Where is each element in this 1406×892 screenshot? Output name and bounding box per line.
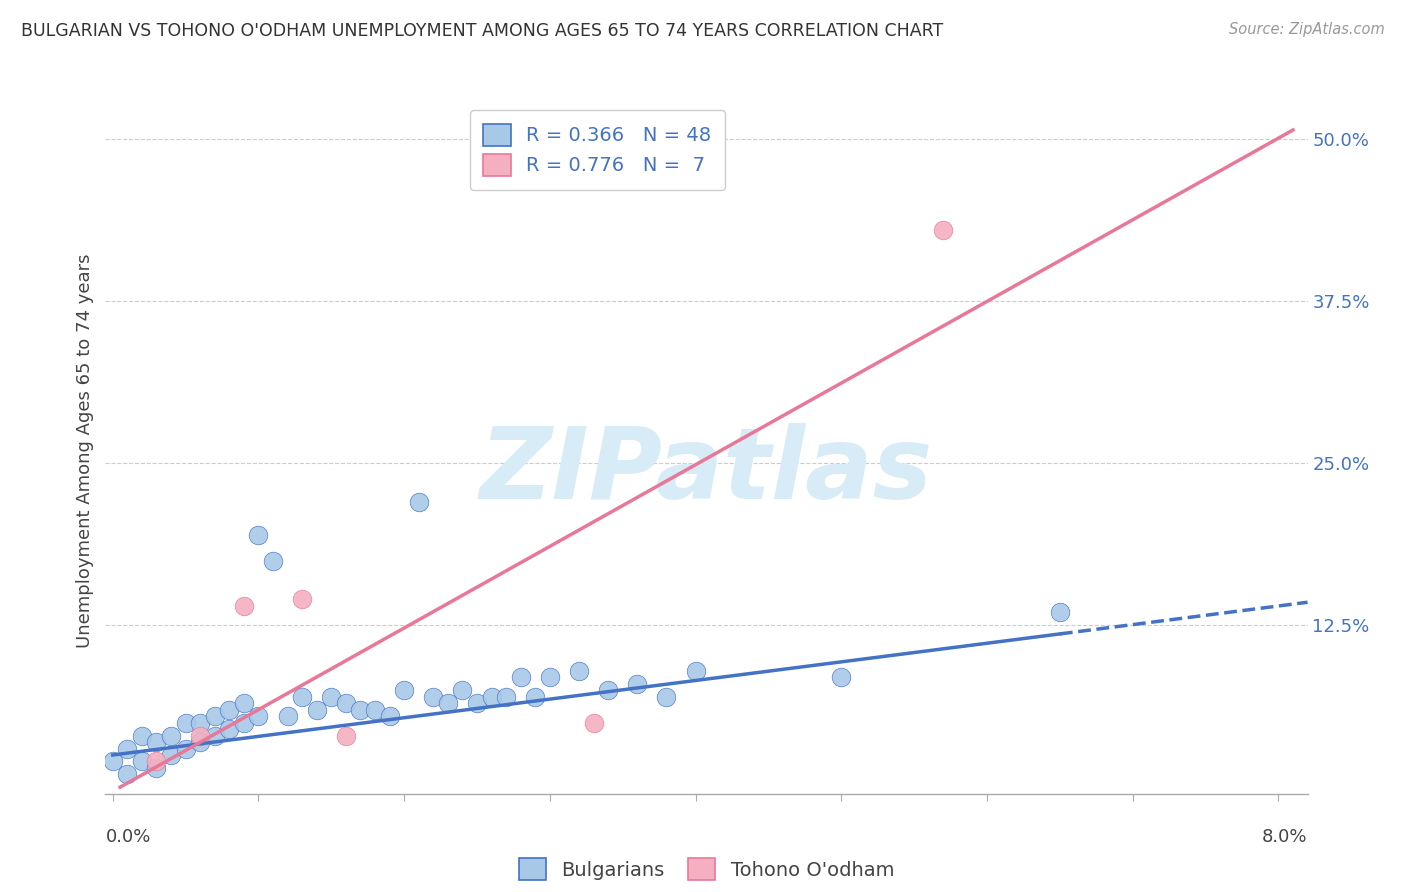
Point (321, 690, 343, 704)
Point (117, 741, 139, 756)
Point (204, 709, 226, 723)
Point (408, 495, 430, 509)
Text: ZIPatlas: ZIPatlas (479, 423, 934, 519)
Point (174, 715, 197, 730)
Point (582, 715, 605, 730)
Point (160, 747, 183, 762)
Text: 8.0%: 8.0% (1263, 828, 1308, 846)
Point (247, 527, 270, 541)
Text: 0.0%: 0.0% (105, 828, 150, 846)
Point (509, 670, 531, 684)
Point (174, 741, 197, 756)
Point (685, 664, 707, 678)
Point (392, 683, 415, 698)
Point (598, 683, 620, 698)
Point (830, 670, 852, 684)
Point (655, 690, 678, 704)
Point (378, 709, 401, 723)
Point (101, 755, 124, 769)
Point (131, 729, 153, 743)
Point (335, 696, 357, 710)
Point (1049, 606, 1071, 620)
Point (364, 703, 387, 717)
Point (335, 729, 357, 743)
Point (495, 690, 517, 704)
Y-axis label: Unemployment Among Ages 65 to 74 years: Unemployment Among Ages 65 to 74 years (76, 253, 94, 648)
Legend: Bulgarians, Tohono O'odham: Bulgarians, Tohono O'odham (505, 845, 908, 892)
Point (422, 690, 444, 704)
Point (349, 703, 371, 717)
Point (117, 767, 139, 781)
Point (218, 722, 240, 736)
Text: Source: ZipAtlas.com: Source: ZipAtlas.com (1229, 22, 1385, 37)
Point (232, 696, 254, 710)
Point (291, 690, 314, 704)
Point (218, 703, 240, 717)
Point (188, 735, 211, 749)
Point (131, 755, 153, 769)
Point (451, 683, 474, 698)
Point (524, 690, 547, 704)
Point (145, 735, 167, 749)
Point (188, 715, 211, 730)
Point (188, 729, 211, 743)
Point (145, 755, 167, 769)
Point (232, 715, 254, 730)
Point (232, 599, 254, 613)
Text: BULGARIAN VS TOHONO O'ODHAM UNEMPLOYMENT AMONG AGES 65 TO 74 YEARS CORRELATION C: BULGARIAN VS TOHONO O'ODHAM UNEMPLOYMENT… (21, 22, 943, 40)
Point (305, 703, 328, 717)
Point (932, 223, 955, 237)
Point (291, 592, 314, 607)
Point (247, 709, 270, 723)
Point (160, 729, 183, 743)
Point (437, 696, 460, 710)
Point (204, 729, 226, 743)
Point (465, 696, 488, 710)
Point (262, 553, 284, 567)
Point (277, 709, 299, 723)
Point (481, 690, 503, 704)
Point (538, 670, 561, 684)
Point (626, 677, 648, 691)
Point (568, 664, 591, 678)
Point (145, 761, 167, 775)
